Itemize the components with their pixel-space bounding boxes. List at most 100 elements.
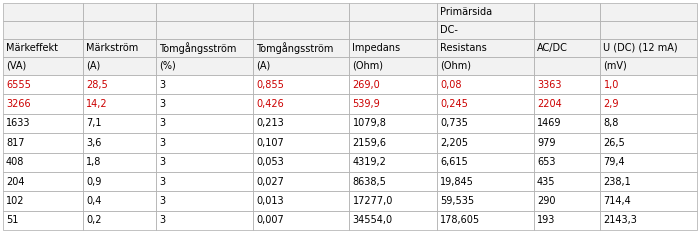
Text: 2204: 2204 [537, 99, 561, 109]
Text: 1,8: 1,8 [86, 157, 101, 167]
Bar [83, 211, 156, 230]
Bar [3, 75, 83, 94]
Text: 51: 51 [6, 215, 18, 225]
Bar [253, 94, 349, 114]
Text: 653: 653 [537, 157, 556, 167]
Bar [349, 94, 438, 114]
Bar [83, 133, 156, 153]
Text: 1079,8: 1079,8 [353, 118, 386, 128]
Bar [438, 94, 534, 114]
Bar [601, 172, 697, 191]
Bar [438, 21, 534, 39]
Bar [438, 133, 534, 153]
Text: 238,1: 238,1 [603, 177, 631, 187]
Text: Märkström: Märkström [86, 43, 139, 53]
Text: 3: 3 [160, 157, 165, 167]
Text: 0,213: 0,213 [256, 118, 284, 128]
Text: 539,9: 539,9 [353, 99, 380, 109]
Bar [156, 153, 253, 172]
Bar [83, 39, 156, 57]
Text: 59,535: 59,535 [440, 196, 475, 206]
Bar [83, 94, 156, 114]
Text: 79,4: 79,4 [603, 157, 625, 167]
Bar [601, 57, 697, 75]
Bar [3, 211, 83, 230]
Bar [534, 21, 601, 39]
Text: 7,1: 7,1 [86, 118, 102, 128]
Bar [349, 133, 438, 153]
Bar [534, 39, 601, 57]
Text: 3: 3 [160, 138, 165, 148]
Text: 3: 3 [160, 80, 165, 90]
Bar [253, 39, 349, 57]
Bar [534, 172, 601, 191]
Text: Primärsida: Primärsida [440, 7, 493, 17]
Bar [3, 94, 83, 114]
Bar [156, 211, 253, 230]
Bar [438, 114, 534, 133]
Text: 3: 3 [160, 99, 165, 109]
Text: 193: 193 [537, 215, 555, 225]
Text: 0,027: 0,027 [256, 177, 284, 187]
Bar [3, 191, 83, 211]
Text: 3266: 3266 [6, 99, 31, 109]
Bar [83, 21, 156, 39]
Bar [83, 3, 156, 21]
Text: (mV): (mV) [603, 61, 627, 71]
Text: 4319,2: 4319,2 [353, 157, 386, 167]
Bar [156, 133, 253, 153]
Bar [253, 191, 349, 211]
Bar [534, 75, 601, 94]
Bar [83, 172, 156, 191]
Bar [349, 57, 438, 75]
Text: 817: 817 [6, 138, 25, 148]
Bar [438, 211, 534, 230]
Bar [156, 172, 253, 191]
Bar [3, 172, 83, 191]
Text: 3: 3 [160, 215, 165, 225]
Bar [438, 172, 534, 191]
Bar [534, 114, 601, 133]
Bar [3, 133, 83, 153]
Bar [438, 153, 534, 172]
Bar [601, 153, 697, 172]
Bar [3, 21, 83, 39]
Bar [349, 21, 438, 39]
Text: Tomgångsström: Tomgångsström [160, 42, 237, 54]
Bar [156, 75, 253, 94]
Text: Märkeffekt: Märkeffekt [6, 43, 58, 53]
Text: DC-: DC- [440, 25, 458, 35]
Bar [601, 39, 697, 57]
Text: 14,2: 14,2 [86, 99, 108, 109]
Bar [3, 153, 83, 172]
Text: 19,845: 19,845 [440, 177, 475, 187]
Bar [349, 191, 438, 211]
Text: 3,6: 3,6 [86, 138, 101, 148]
Bar [601, 211, 697, 230]
Text: 0,735: 0,735 [440, 118, 468, 128]
Bar [438, 57, 534, 75]
Bar [156, 114, 253, 133]
Bar [349, 39, 438, 57]
Text: 26,5: 26,5 [603, 138, 625, 148]
Bar [534, 153, 601, 172]
Bar [3, 114, 83, 133]
Text: 3: 3 [160, 118, 165, 128]
Bar [253, 211, 349, 230]
Text: (%): (%) [160, 61, 176, 71]
Text: 714,4: 714,4 [603, 196, 631, 206]
Text: 3363: 3363 [537, 80, 561, 90]
Text: (Ohm): (Ohm) [440, 61, 471, 71]
Text: 0,245: 0,245 [440, 99, 468, 109]
Bar [601, 114, 697, 133]
Bar [156, 3, 253, 21]
Text: (A): (A) [256, 61, 270, 71]
Bar [156, 39, 253, 57]
Text: AC/DC: AC/DC [537, 43, 568, 53]
Bar [601, 133, 697, 153]
Text: 6,615: 6,615 [440, 157, 468, 167]
Text: 0,855: 0,855 [256, 80, 284, 90]
Bar [349, 153, 438, 172]
Text: (VA): (VA) [6, 61, 27, 71]
Text: 6555: 6555 [6, 80, 31, 90]
